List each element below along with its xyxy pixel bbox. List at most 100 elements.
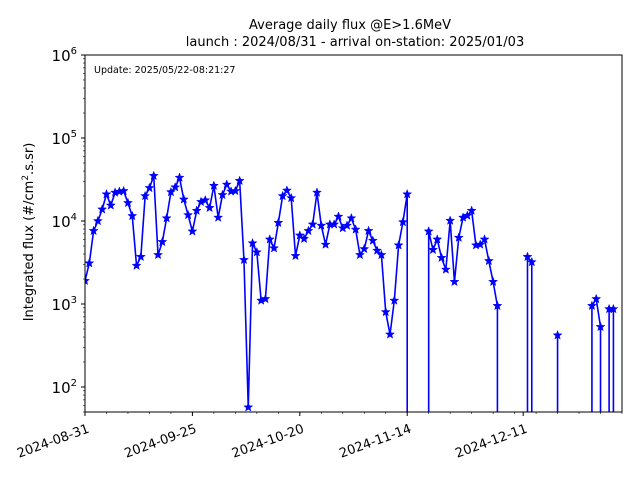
data-point (432, 234, 443, 244)
x-tick-label: 2024-11-14 (337, 422, 413, 462)
data-point (397, 216, 408, 227)
y-tick-base: 10 (52, 213, 71, 231)
y-tick-exponent: 6 (71, 46, 77, 57)
data-point (376, 249, 387, 260)
data-point (251, 246, 262, 257)
data-point (247, 237, 258, 248)
data-point (230, 185, 241, 196)
y-tick-label: 102 (52, 378, 77, 397)
data-point (268, 242, 280, 253)
data-point (135, 251, 146, 262)
series-line (608, 308, 615, 412)
y-tick-label: 105 (52, 129, 77, 148)
data-point (453, 232, 464, 242)
plot-frame (84, 54, 623, 413)
data-point (85, 257, 95, 268)
data-point (303, 225, 314, 236)
data-point (307, 219, 318, 229)
data-point (363, 225, 374, 236)
y-axis-label-sup: 2 (21, 175, 31, 181)
chart-title-line1: Average daily flux @E>1.6MeV (249, 18, 451, 33)
data-point (346, 212, 357, 223)
x-tick-label: 2024-08-31 (15, 422, 91, 462)
x-tick-label: 2024-09-25 (123, 422, 199, 462)
data-point (350, 224, 361, 234)
y-tick-label: 103 (52, 295, 77, 314)
data-point (187, 226, 198, 236)
data-point (427, 244, 439, 255)
data-point (380, 306, 391, 317)
data-point (608, 303, 619, 314)
data-point (88, 225, 99, 236)
data-point (148, 170, 159, 181)
y-tick-label: 104 (52, 212, 77, 231)
data-point (311, 187, 323, 197)
data-point (264, 234, 275, 244)
data-point (127, 210, 138, 221)
data-point (359, 243, 370, 254)
x-axis: 2024-08-31 2024-09-25 2024-10-20 2024-11-14… (15, 412, 623, 462)
data-point (243, 401, 254, 412)
data-point (595, 321, 606, 332)
data-point (105, 200, 116, 210)
data-point (101, 188, 112, 199)
data-point (97, 204, 108, 214)
data-point (333, 211, 344, 221)
y-tick-exponent: 3 (71, 295, 77, 306)
data-point (157, 236, 168, 247)
data-point (204, 202, 215, 213)
data-point (174, 172, 185, 182)
data-point (436, 252, 447, 263)
data-point (526, 256, 537, 267)
data-point (591, 293, 602, 304)
data-point (183, 209, 194, 220)
y-tick-exponent: 2 (71, 378, 77, 389)
data-point (238, 254, 250, 265)
data-point (479, 234, 490, 244)
data-point (260, 293, 271, 304)
data-point (483, 255, 494, 266)
data-point (320, 239, 331, 249)
data-point (402, 188, 413, 199)
data-point (475, 239, 486, 249)
data-point (440, 264, 451, 274)
x-tick-label: 2024-10-20 (230, 422, 306, 462)
data-point (372, 245, 383, 255)
data-point (152, 249, 164, 260)
update-annotation: Update: 2025/05/22-08:21:27 (94, 65, 235, 76)
data-point (165, 186, 176, 197)
data-point (286, 192, 297, 203)
x-tick-label: 2024-12-11 (453, 422, 529, 462)
data-point (552, 329, 563, 340)
data-point (281, 185, 292, 195)
data-point (492, 300, 503, 311)
data-point (389, 295, 400, 305)
data-point (290, 250, 301, 261)
data-point (144, 182, 155, 193)
y-tick-label: 106 (52, 46, 77, 65)
data-point (92, 215, 103, 226)
data-point (466, 205, 477, 216)
y-tick-exponent: 5 (71, 129, 77, 140)
data-point (586, 300, 597, 311)
data-point (462, 210, 473, 220)
y-tick-base: 10 (52, 130, 71, 148)
data-point (213, 212, 224, 222)
y-axis-label: Integrated flux (#/cm2.s.sr) (21, 143, 37, 322)
data-point (221, 179, 232, 189)
data-point (234, 175, 245, 186)
y-tick-base: 10 (52, 47, 71, 65)
data-point (200, 194, 211, 205)
y-tick-base: 10 (52, 296, 71, 314)
data-point (488, 276, 499, 287)
data-point (384, 329, 396, 339)
data-point (118, 185, 129, 196)
data-point (316, 220, 327, 230)
y-axis-label-suffix: .s.sr) (22, 143, 37, 175)
data-point (178, 194, 189, 204)
data-point (191, 205, 202, 216)
data-point (161, 212, 172, 223)
data-point (354, 249, 365, 260)
